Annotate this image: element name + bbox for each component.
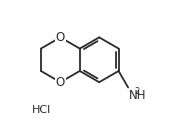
Text: 2: 2 bbox=[134, 88, 140, 96]
Text: HCl: HCl bbox=[32, 105, 51, 115]
Text: O: O bbox=[56, 31, 65, 44]
Text: O: O bbox=[56, 76, 65, 89]
Text: NH: NH bbox=[129, 89, 146, 102]
